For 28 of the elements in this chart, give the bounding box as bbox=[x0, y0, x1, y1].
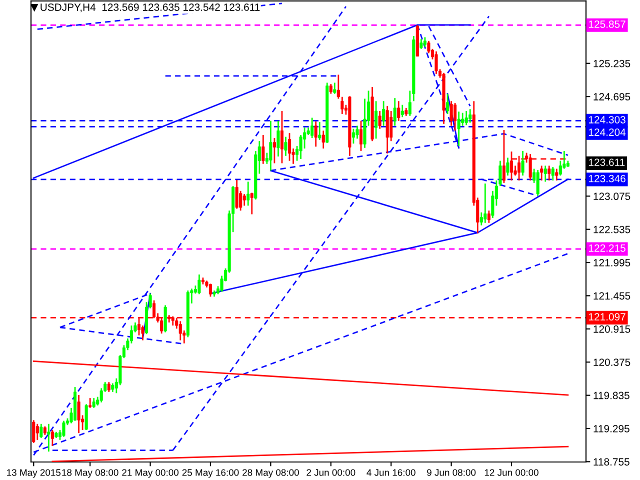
y-tick-label: 125.235 bbox=[594, 60, 630, 68]
ref-line-label: 125.857 bbox=[589, 20, 626, 28]
x-tick-label: 21 May 00:00 bbox=[122, 469, 179, 478]
x-tick-label: 2 Jun 00:00 bbox=[306, 469, 356, 476]
x-tick-label: 4 Jun 16:00 bbox=[366, 469, 416, 476]
y-tick-label: 124.695 bbox=[594, 93, 630, 100]
ref-line-label: 122.215 bbox=[589, 244, 626, 252]
y-tick-label: 123.075 bbox=[594, 192, 630, 200]
x-tick-label: 13 May 2015 bbox=[7, 469, 61, 478]
chart-title: USDJPY,H4 123.569 123.635 123.542 123.611 bbox=[40, 4, 260, 12]
x-tick-label: 18 May 08:00 bbox=[62, 469, 118, 478]
y-tick-label: 121.455 bbox=[594, 292, 630, 300]
y-tick-label: 119.835 bbox=[594, 392, 630, 400]
y-tick-label: 119.295 bbox=[594, 425, 630, 432]
y-tick-label: 121.995 bbox=[594, 259, 630, 266]
y-tick-label: 118.755 bbox=[594, 458, 630, 466]
text: 123.611 bbox=[589, 158, 625, 166]
y-tick-label: 122.535 bbox=[594, 226, 630, 234]
ref-line-label: 123.346 bbox=[589, 174, 626, 182]
x-tick-label: 9 Jun 08:00 bbox=[427, 469, 476, 476]
y-tick-label: 120.915 bbox=[594, 325, 630, 333]
x-tick-label: 12 Jun 00:00 bbox=[484, 469, 538, 476]
x-tick-label: 25 May 16:00 bbox=[182, 469, 239, 478]
ref-line-label: 121.097 bbox=[589, 313, 626, 321]
ref-line-label: 124.204 bbox=[589, 128, 626, 136]
ref-line-label: 124.303 bbox=[589, 116, 626, 124]
x-tick-label: 28 May 08:00 bbox=[242, 469, 299, 478]
y-tick-label: 120.375 bbox=[594, 358, 630, 366]
